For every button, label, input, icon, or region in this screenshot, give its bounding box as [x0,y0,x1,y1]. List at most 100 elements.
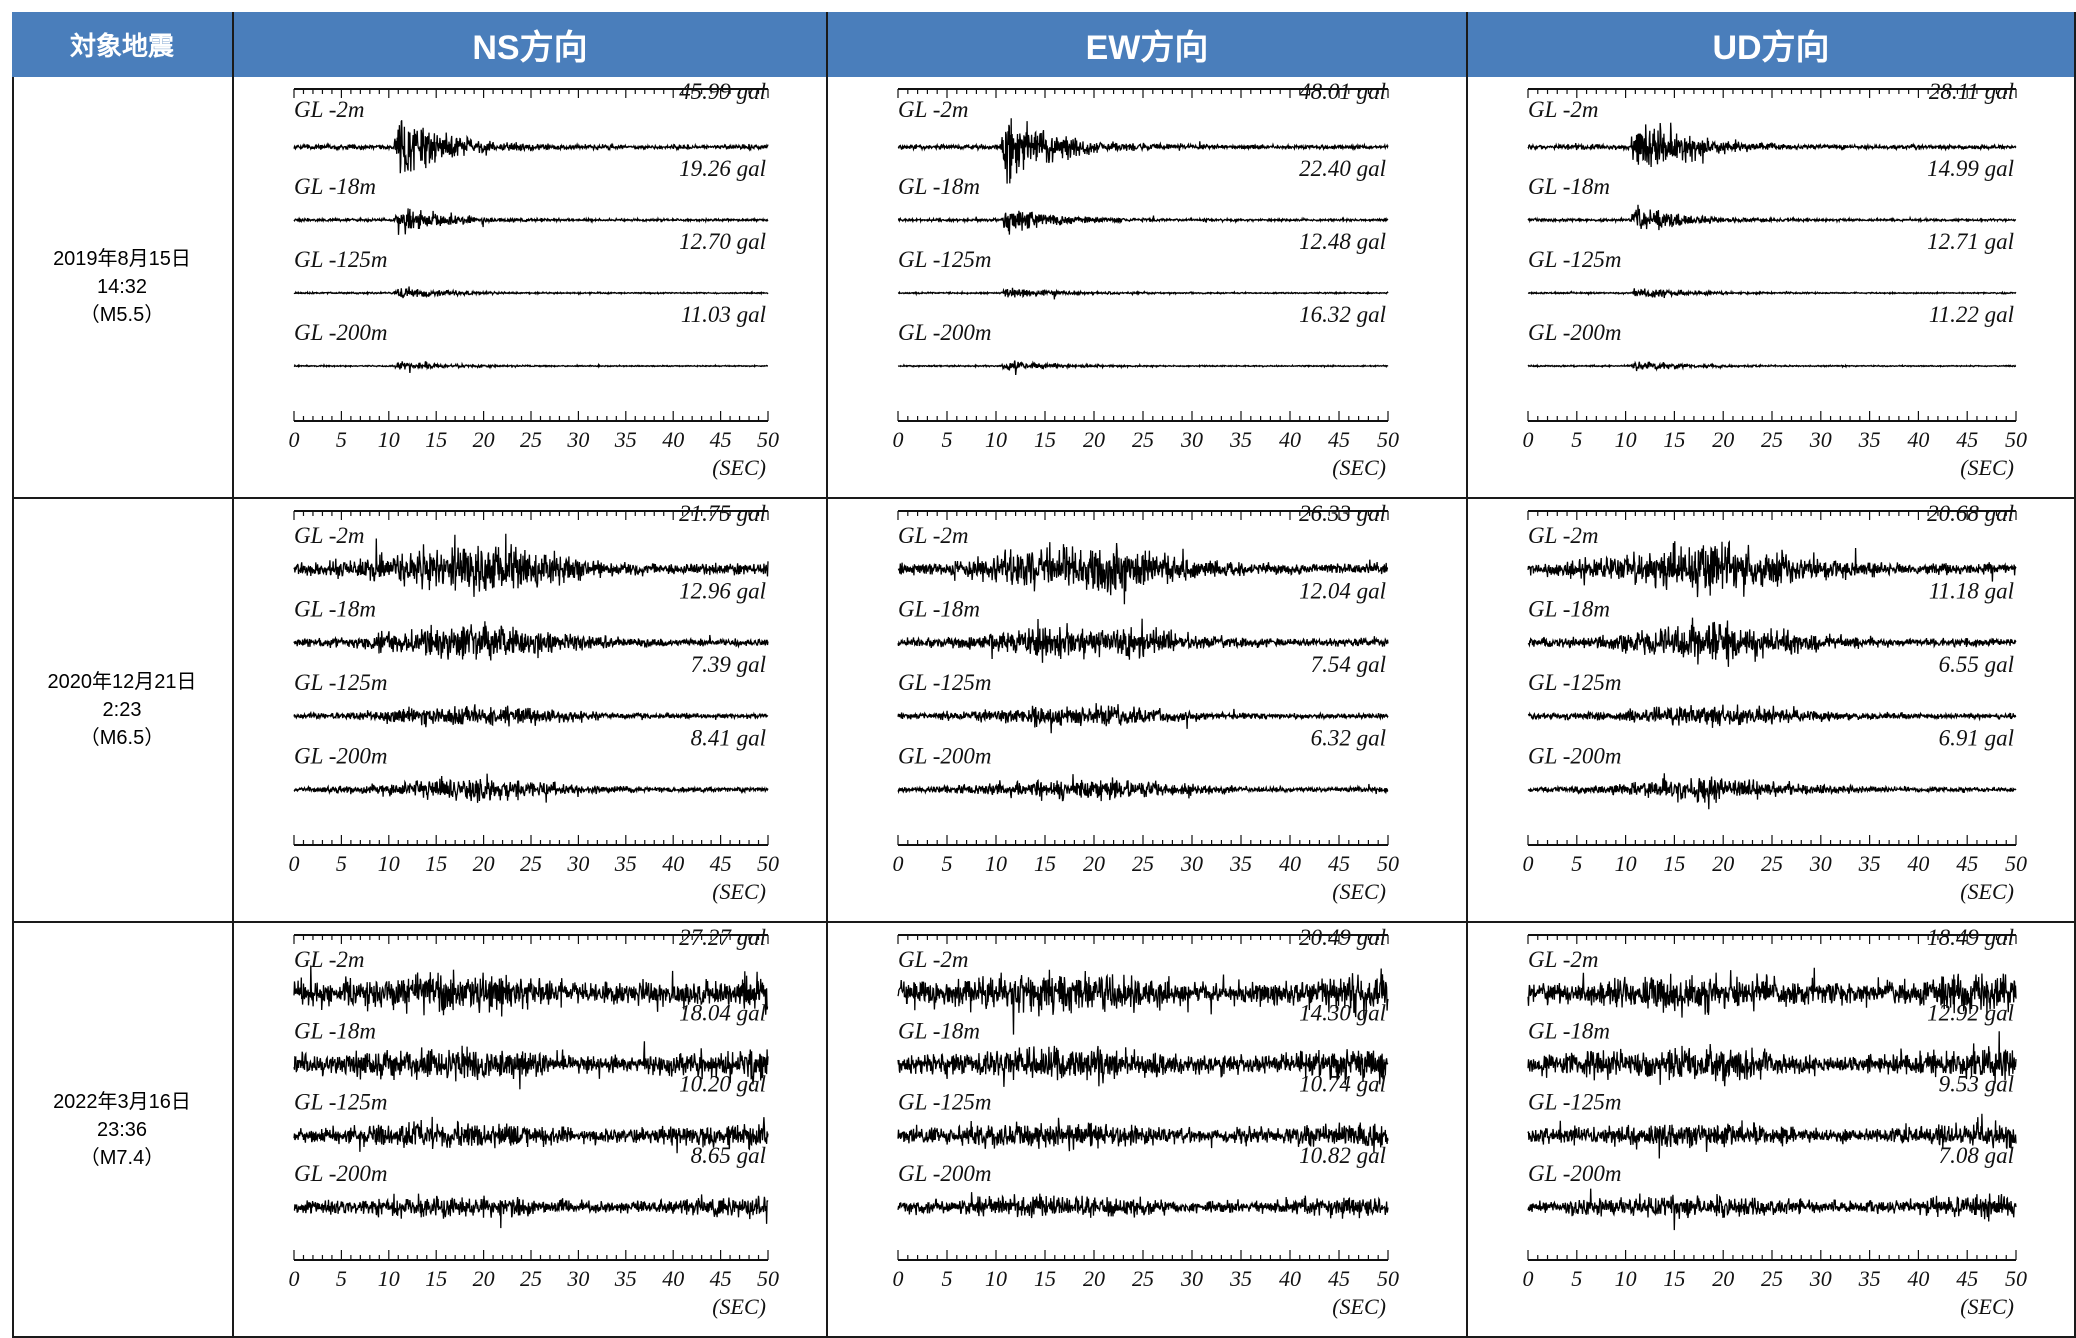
depth-label: GL -125m [294,670,388,695]
waveform-chart: GL -2m 18.49 gal GL -18m 12.92 gal GL -125m 9… [1523,925,2028,1319]
depth-label: GL -200m [898,1161,992,1186]
waveform-trace [1527,1188,2017,1231]
peak-value-label: 7.39 gal [691,652,766,677]
x-tick-label: 10 [985,427,1007,452]
peak-value-label: 18.49 gal [1927,925,2014,950]
depth-label: GL -125m [898,247,992,272]
depth-label: GL -2m [294,523,365,548]
waveform-trace [897,542,1389,605]
event-magnitude: （M7.4） [79,1146,165,1169]
event-cell-2019: 2019年8月15日 14:32 （M5.5） [12,77,234,499]
depth-label: GL -125m [294,1090,388,1115]
x-tick-label: 45 [1328,1266,1350,1291]
peak-value-label: 28.11 gal [1929,79,2014,104]
event-magnitude: （M5.5） [79,304,165,326]
peak-value-label: 12.48 gal [1299,229,1386,254]
x-tick-label: 20 [1083,1266,1105,1291]
waveform-chart: GL -2m 48.01 gal GL -18m 22.40 gal GL -125m 1… [893,79,1400,480]
x-tick-label: 35 [1229,427,1252,452]
x-tick-label: 5 [942,427,953,452]
x-tick-label: 15 [1663,851,1685,876]
x-tick-label: 45 [1328,851,1350,876]
x-tick-label: 30 [1809,851,1832,876]
x-tick-label: 0 [289,427,300,452]
waveform-trace [293,360,768,373]
waveform-trace [293,286,769,299]
waveform-panel: GL -2m 21.75 gal GL -18m 12.96 gal GL -125m 7… [234,499,828,923]
peak-value-label: 6.55 gal [1939,652,2014,677]
depth-label: GL -2m [294,97,365,122]
depth-label: GL -125m [1528,1090,1622,1115]
x-tick-label: 0 [1523,427,1534,452]
x-tick-label: 50 [1377,851,1399,876]
peak-value-label: 21.75 gal [679,501,766,526]
peak-value-label: 20.49 gal [1299,925,1386,950]
x-tick-label: 20 [473,427,495,452]
waveform-chart: GL -2m 20.68 gal GL -18m 11.18 gal GL -125m 6… [1523,501,2028,904]
x-tick-label: 50 [2005,427,2027,452]
waveform-panel: GL -2m 20.68 gal GL -18m 11.18 gal GL -125m 6… [1468,499,2076,923]
x-tick-label: 10 [378,427,400,452]
peak-value-label: 12.71 gal [1927,229,2014,254]
x-axis-unit: (SEC) [1960,455,2014,480]
peak-value-label: 27.27 gal [679,925,766,950]
x-tick-label: 45 [1956,851,1978,876]
x-tick-label: 15 [425,427,447,452]
x-tick-label: 35 [614,851,637,876]
waveform-trace [293,773,769,803]
depth-label: GL -125m [294,247,388,272]
depth-label: GL -2m [1528,947,1599,972]
x-tick-label: 35 [1858,851,1881,876]
peak-value-label: 10.82 gal [1299,1143,1386,1168]
waveform-trace [897,968,1389,1035]
event-cell-2020: 2020年12月21日 2:23 （M6.5） [12,499,234,923]
waveform-trace [293,621,769,661]
x-tick-label: 5 [1571,1266,1582,1291]
seismograph-table: 対象地震 NS方向 EW方向 UD方向 2019年8月15日 14:32 （M5… [12,12,2076,1338]
depth-label: GL -125m [898,670,992,695]
peak-value-label: 20.68 gal [1927,501,2014,526]
x-tick-label: 0 [893,427,904,452]
x-tick-label: 30 [566,1266,589,1291]
x-tick-label: 10 [1615,1266,1637,1291]
depth-label: GL -2m [294,947,365,972]
x-tick-label: 10 [1615,851,1637,876]
peak-value-label: 12.96 gal [679,579,766,604]
x-tick-label: 15 [425,1266,447,1291]
peak-value-label: 8.65 gal [691,1143,766,1168]
event-time: 23:36 [96,1118,148,1141]
x-tick-label: 20 [473,1266,495,1291]
peak-value-label: 7.54 gal [1311,652,1386,677]
event-date: 2022年3月16日 [53,1090,191,1113]
x-tick-label: 50 [1377,1266,1399,1291]
x-tick-label: 5 [942,1266,953,1291]
waveform-panel: GL -2m 18.49 gal GL -18m 12.92 gal GL -125m 9… [1468,923,2076,1338]
peak-value-label: 10.20 gal [679,1072,766,1097]
x-tick-label: 5 [1571,851,1582,876]
depth-label: GL -2m [898,97,969,122]
depth-label: GL -125m [1528,247,1622,272]
depth-label: GL -200m [1528,744,1622,769]
waveform-trace [293,1116,769,1154]
x-tick-label: 5 [336,851,347,876]
x-tick-label: 45 [710,851,732,876]
depth-label: GL -2m [1528,523,1599,548]
waveform-panel: GL -2m 28.11 gal GL -18m 14.99 gal GL -125m 1… [1468,77,2076,499]
x-tick-label: 30 [566,427,589,452]
x-tick-label: 15 [1663,1266,1685,1291]
peak-value-label: 8.41 gal [691,726,766,751]
x-tick-label: 40 [662,851,684,876]
waveform-trace [1527,204,2017,231]
x-tick-label: 25 [1761,427,1783,452]
peak-value-label: 48.01 gal [1299,79,1386,104]
x-tick-label: 35 [614,427,637,452]
x-tick-label: 40 [1279,1266,1301,1291]
peak-value-label: 11.22 gal [1929,302,2014,327]
x-tick-label: 40 [1907,1266,1929,1291]
peak-value-label: 45.99 gal [679,79,766,104]
depth-label: GL -18m [1528,597,1610,622]
waveform-trace [1527,288,2017,299]
peak-value-label: 6.32 gal [1311,726,1386,751]
x-tick-label: 15 [1034,1266,1056,1291]
x-tick-label: 15 [1034,427,1056,452]
